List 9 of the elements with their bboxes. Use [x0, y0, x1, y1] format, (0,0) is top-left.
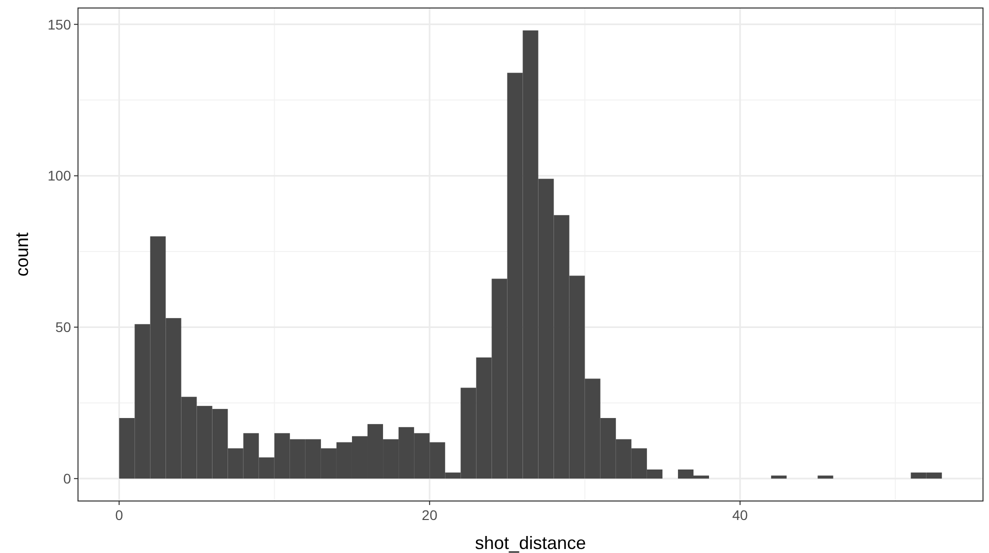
x-tick-label: 40 [732, 507, 748, 523]
y-tick-label: 50 [55, 319, 72, 336]
x-tick-label: 0 [115, 507, 124, 523]
y-tick-label: 150 [48, 16, 72, 32]
y-tick-label: 100 [48, 168, 72, 184]
x-axis-title: shot_distance [474, 533, 586, 553]
y-tick-label: 0 [63, 470, 72, 486]
y-axis-title: count [12, 232, 32, 277]
x-tick-label: 20 [422, 507, 438, 523]
